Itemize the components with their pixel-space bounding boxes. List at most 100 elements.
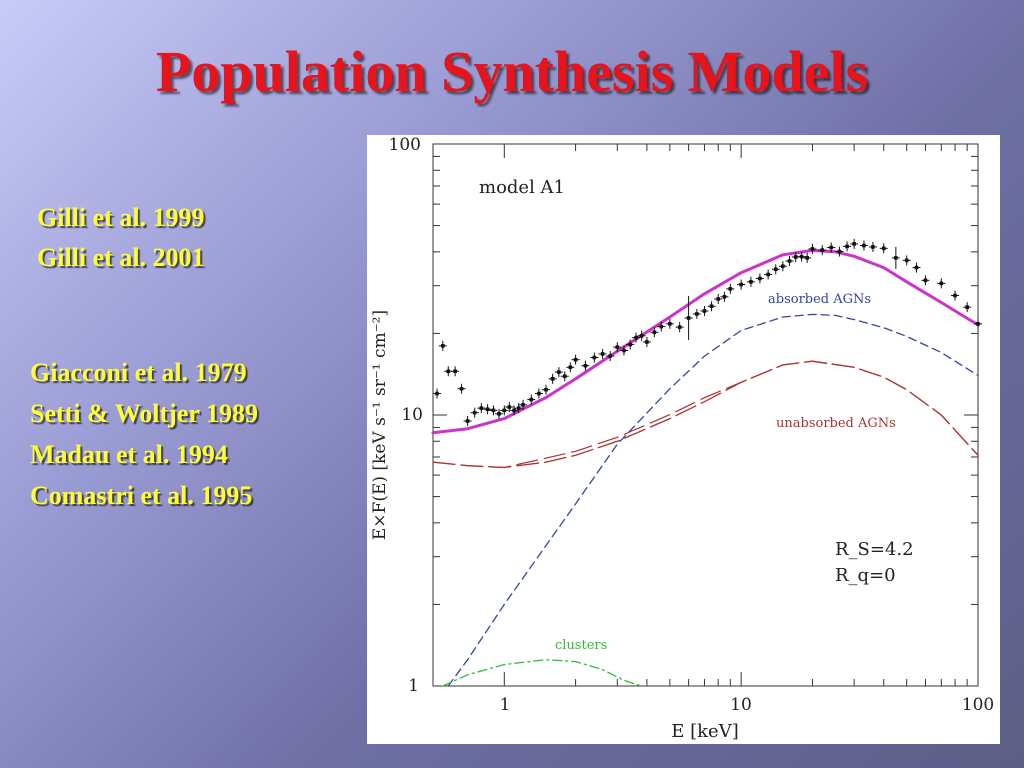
data-point — [560, 371, 569, 382]
data-point — [692, 308, 701, 319]
spectrum-chart: 1 10 100 1 10 100 E [keV] E×F(E) [keV s⁻… — [367, 135, 1000, 744]
data-point — [771, 264, 780, 275]
reference-item: Gilli et al. 1999 — [37, 203, 205, 232]
reference-item: Comastri et al. 1995 — [30, 481, 253, 510]
data-point — [514, 403, 523, 414]
chart-curves — [431, 248, 980, 687]
reference-list-top: Gilli et al. 1999 Gilli et al. 2001 — [37, 198, 205, 278]
data-point — [590, 352, 599, 363]
data-point — [937, 278, 946, 289]
data-point — [527, 394, 536, 405]
data-point — [534, 388, 543, 399]
data-point — [519, 399, 528, 410]
data-point — [632, 332, 641, 343]
data-point — [542, 384, 551, 395]
data-point — [808, 243, 817, 254]
data-point — [963, 302, 972, 313]
data-point — [510, 405, 519, 416]
x-tick-label: 10 — [730, 695, 752, 715]
panel-label: model A1 — [479, 177, 565, 198]
series-label-clusters: clusters — [555, 638, 607, 653]
data-point — [803, 252, 812, 263]
reference-list-bottom: Giacconi et al. 1979 Setti & Woltjer 198… — [30, 352, 258, 516]
data-point — [818, 245, 827, 256]
data-point — [891, 246, 900, 269]
data-point — [444, 366, 453, 377]
data-point — [827, 242, 836, 253]
data-point — [684, 295, 693, 340]
y-tick-label: 100 — [389, 135, 421, 155]
reference-item: Madau et al. 1994 — [30, 440, 228, 469]
rq-annotation: R_q=0 — [835, 565, 896, 586]
data-point — [746, 276, 755, 287]
absorbed-agn-curve — [447, 313, 979, 687]
reference-item: Gilli et al. 2001 — [37, 243, 205, 272]
x-axis-label: E [keV] — [671, 721, 738, 742]
data-point — [951, 290, 960, 301]
data-point — [613, 342, 622, 353]
x-tick-label: 1 — [500, 695, 511, 715]
data-point — [470, 407, 479, 418]
data-point — [438, 340, 447, 351]
y-axis-label: E×F(E) [keV s⁻¹ sr⁻¹ cm⁻²] — [370, 310, 390, 540]
chart-data-points — [433, 238, 982, 427]
x-tick-label: 100 — [962, 695, 994, 715]
data-point — [657, 321, 666, 332]
data-point — [642, 336, 651, 347]
axis-ticks — [433, 143, 979, 687]
data-point — [859, 240, 868, 251]
slide-title: Population Synthesis Models — [155, 39, 869, 104]
data-point — [650, 327, 659, 338]
data-point — [483, 404, 492, 415]
data-point — [843, 241, 852, 252]
plot-frame — [432, 143, 979, 687]
data-point — [720, 291, 729, 302]
data-point — [974, 318, 982, 329]
data-point — [902, 255, 911, 266]
data-point — [626, 339, 635, 350]
data-point — [598, 348, 607, 359]
data-point — [566, 362, 575, 373]
data-point — [714, 293, 723, 304]
data-point — [835, 246, 844, 257]
unabsorbed-agn-curve-band — [432, 360, 979, 469]
total-model-curve — [431, 248, 980, 435]
data-point — [581, 360, 590, 371]
data-point — [700, 305, 709, 316]
data-point — [500, 405, 509, 416]
y-tick-label: 10 — [401, 405, 423, 425]
data-point — [495, 408, 504, 419]
data-point — [755, 273, 764, 284]
data-point — [850, 238, 859, 249]
data-point — [778, 261, 787, 272]
data-point — [477, 403, 486, 414]
data-point — [879, 243, 888, 254]
data-point — [554, 367, 563, 378]
data-point — [707, 301, 716, 312]
data-point — [785, 256, 794, 267]
data-point — [921, 275, 930, 286]
data-point — [489, 405, 498, 416]
data-point — [463, 416, 472, 427]
data-point — [675, 322, 684, 333]
rs-annotation: R_S=4.2 — [835, 539, 914, 560]
data-point — [912, 262, 921, 273]
data-point — [505, 402, 514, 413]
data-point — [451, 366, 460, 377]
clusters-curve — [442, 659, 643, 687]
spectrum-chart-svg: 1 10 100 1 10 100 E [keV] E×F(E) [keV s⁻… — [370, 135, 994, 742]
data-point — [548, 373, 557, 384]
data-point — [797, 251, 806, 262]
reference-item: Giacconi et al. 1979 — [30, 358, 247, 387]
data-point — [868, 241, 877, 252]
data-point — [457, 383, 466, 394]
data-point — [571, 354, 580, 365]
data-point — [433, 388, 442, 399]
y-tick-label: 1 — [408, 676, 419, 696]
data-point — [665, 318, 674, 329]
data-point — [764, 269, 773, 280]
series-label-unabsorbed: unabsorbed AGNs — [776, 416, 896, 431]
data-point — [737, 279, 746, 290]
data-point — [606, 351, 615, 362]
data-point — [637, 330, 646, 341]
